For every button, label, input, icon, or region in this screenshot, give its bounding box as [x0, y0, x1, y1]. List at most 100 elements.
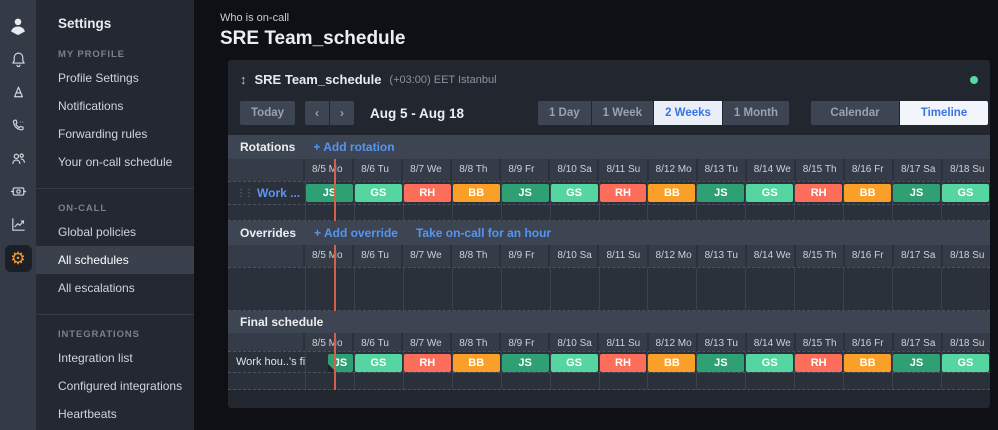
shift-block-rh[interactable]: RH	[599, 184, 647, 202]
phone-icon[interactable]	[6, 113, 30, 137]
shift-block-js[interactable]: JS	[501, 354, 549, 372]
grid-cell	[696, 182, 745, 204]
shift-block-js[interactable]: JS	[697, 354, 745, 372]
rotation-row-label: ⋮⋮ Work ... ✎	[228, 182, 305, 204]
shift-block-js[interactable]: JS	[327, 354, 353, 372]
sidebar-item-integration-list[interactable]: Integration list	[58, 351, 133, 365]
take-oncall-link[interactable]: Take on-call for an hour	[415, 226, 552, 240]
sidebar-item-heartbeats[interactable]: Heartbeats	[58, 407, 117, 421]
mode-timeline-button[interactable]: Timeline	[900, 101, 988, 125]
grid-cell	[892, 268, 941, 310]
overrides-header: Overrides + Add override Take on-call fo…	[228, 221, 990, 245]
grid-cell	[745, 352, 794, 372]
grid-cell	[598, 373, 648, 389]
rotation-name-link[interactable]: Work ...	[257, 186, 301, 200]
prev-period-button[interactable]: ‹	[305, 101, 330, 125]
sidebar-item-forwarding-rules[interactable]: Forwarding rules	[58, 127, 148, 141]
grid-cell	[402, 373, 452, 389]
view-2-weeks-button[interactable]: 2 Weeks	[654, 101, 722, 125]
shift-block-js[interactable]: JS	[501, 184, 549, 202]
shift-block-rh[interactable]: RH	[795, 184, 843, 202]
add-rotation-link[interactable]: + Add rotation	[313, 140, 395, 154]
shift-block-bb[interactable]: BB	[648, 354, 696, 372]
date-cell: 8/12 Mo	[648, 245, 696, 267]
view-1-day-button[interactable]: 1 Day	[537, 101, 591, 125]
grid-cell	[451, 352, 501, 372]
shift-block-rh[interactable]: RH	[403, 354, 451, 372]
today-button[interactable]: Today	[240, 101, 296, 125]
grid-cell	[500, 205, 550, 220]
grid-cell	[745, 182, 794, 204]
final-schedule-grid: 8/5 Mo 8/6 Tu 8/7 We 8/8 Th 8/9 Fr 8/10 Sa 8/1…	[228, 333, 991, 390]
date-cell: 8/5 Mo	[305, 245, 353, 267]
schedule-timezone: (+03:00) EET Istanbul	[389, 73, 497, 86]
grid-cell	[745, 268, 794, 310]
view-1-month-button[interactable]: 1 Month	[722, 101, 789, 125]
main-content: Who is on-call SRE Team_schedule	[194, 0, 998, 430]
sidebar-item-global-policies[interactable]: Global policies	[58, 225, 137, 239]
sidebar-item-profile-settings[interactable]: Profile Settings	[58, 71, 139, 85]
grid-cell	[451, 373, 501, 389]
shift-block-gs[interactable]: GS	[354, 184, 402, 202]
date-row: 8/5 Mo 8/6 Tu 8/7 We 8/8 Th 8/9 Fr 8/10 Sa 8/1…	[228, 333, 991, 352]
shift-block-gs[interactable]: GS	[746, 354, 794, 372]
current-time-line	[334, 159, 336, 221]
shift-block-gs[interactable]: GS	[941, 184, 989, 202]
shift-slot: JS	[305, 182, 354, 204]
users-icon[interactable]	[6, 146, 30, 170]
grid-cell	[843, 268, 892, 310]
sidebar-item-all-escalations[interactable]: All escalations	[58, 281, 135, 295]
shift-block-bb[interactable]: BB	[844, 354, 892, 372]
shift-block-rh[interactable]: RH	[403, 184, 451, 202]
drag-handle-icon[interactable]: ⋮⋮	[236, 187, 254, 199]
shift-block-js[interactable]: JS	[893, 354, 940, 372]
grid-cell	[745, 373, 794, 389]
date-cell: 8/17 Sa	[893, 245, 942, 267]
sidebar-item-configured-integrations[interactable]: Configured integrations	[58, 379, 183, 393]
settings-sidebar: Settings MY PROFILE Profile Settings Notif…	[36, 0, 194, 430]
shift-slot: RH	[403, 352, 452, 372]
oncall-logo-icon[interactable]	[6, 14, 30, 38]
shift-block-rh[interactable]: RH	[599, 354, 647, 372]
sidebar-item-notifications[interactable]: Notifications	[58, 99, 124, 113]
shift-block-bb[interactable]: BB	[452, 184, 500, 202]
shift-block-gs[interactable]: GS	[746, 184, 794, 202]
grid-cell	[305, 268, 354, 310]
sidebar-item-all-schedules[interactable]: All schedules	[36, 246, 194, 274]
shift-slot: JS	[696, 182, 745, 204]
shift-block-bb[interactable]: BB	[648, 184, 696, 202]
drag-updown-icon[interactable]: ↕	[240, 72, 247, 87]
shift-block-gs[interactable]: GS	[550, 184, 598, 202]
date-cell: 8/17 Sa	[893, 159, 942, 181]
grid-cell	[549, 182, 599, 204]
shift-block-gs[interactable]: GS	[354, 354, 402, 372]
shift-block-js[interactable]: JS	[893, 184, 940, 202]
empty-grid-row	[228, 205, 990, 221]
date-cell: 8/6 Tu	[354, 245, 402, 267]
date-cell: 8/15 Th	[795, 245, 843, 267]
settings-gear-icon[interactable]: ⚙	[4, 245, 32, 272]
analytics-icon[interactable]	[6, 212, 30, 236]
add-override-link[interactable]: + Add override	[314, 226, 398, 240]
shift-block-gs[interactable]: GS	[550, 354, 598, 372]
grid-cell	[940, 182, 990, 204]
next-period-button[interactable]: ›	[330, 101, 355, 125]
shift-block-bb[interactable]: BB	[452, 354, 500, 372]
shift-slot: GS	[745, 352, 794, 372]
grid-cell	[843, 182, 892, 204]
view-1-week-button[interactable]: 1 Week	[591, 101, 654, 125]
bell-icon[interactable]	[6, 47, 30, 71]
shift-block-js[interactable]: JS	[306, 184, 353, 202]
grid-cell	[402, 182, 452, 204]
integrations-icon[interactable]	[6, 179, 30, 203]
date-cell: 8/18 Su	[943, 159, 991, 181]
grid-cell	[451, 182, 501, 204]
escalation-icon[interactable]	[6, 80, 30, 104]
shift-block-gs[interactable]: GS	[941, 354, 989, 372]
mode-calendar-button[interactable]: Calendar	[811, 101, 899, 125]
date-cell: 8/7 We	[403, 159, 451, 181]
shift-block-bb[interactable]: BB	[844, 184, 892, 202]
shift-block-rh[interactable]: RH	[795, 354, 843, 372]
shift-block-js[interactable]: JS	[697, 184, 745, 202]
sidebar-item-your-on-call-schedule[interactable]: Your on-call schedule	[58, 155, 173, 169]
